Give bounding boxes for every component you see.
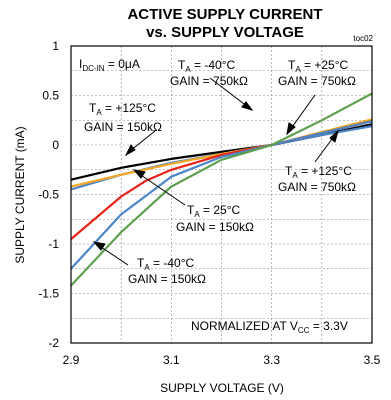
arrow-a5-head xyxy=(132,169,146,179)
annot-a5-t: T xyxy=(187,203,195,217)
annot-a3-line1: TA = +125°C xyxy=(89,101,156,117)
annot-a4-post: = +125°C xyxy=(298,164,353,178)
arrow-a5 xyxy=(137,172,186,206)
annot-norm-post: = 3.3V xyxy=(309,319,347,333)
annot-a2-t: T xyxy=(288,58,296,72)
annot-idc-sub: DC-IN xyxy=(82,64,104,73)
arrow-a6 xyxy=(97,244,129,266)
arrow-a6-head xyxy=(92,241,106,251)
x-axis-title: SUPPLY VOLTAGE (V) xyxy=(160,381,284,395)
y-axis-title: SUPPLY CURRENT (mA) xyxy=(13,126,27,263)
annot-a1-line1: TA = -40°C xyxy=(178,58,236,74)
annot-a5-line2: GAIN = 150kΩ xyxy=(176,220,254,234)
y-tick-label: -1 xyxy=(48,237,59,251)
annot-a4-t: T xyxy=(285,164,293,178)
annot-norm-pre: NORMALIZED AT V xyxy=(191,319,298,333)
annot-a5-post: = 25°C xyxy=(200,203,241,217)
x-tick-label: 3.1 xyxy=(163,353,180,367)
annot-a6-t: T xyxy=(137,256,145,270)
y-tick-label: -0.5 xyxy=(38,188,59,202)
annot-a3-t: T xyxy=(89,101,97,115)
tick-labels: 2.9 3.1 3.3 3.5 -2 -1.5 -1 -0.5 0 0.5 1 xyxy=(38,39,380,367)
annot-idc-rest: = 0μA xyxy=(105,57,140,71)
x-tick-label: 3.5 xyxy=(364,353,381,367)
plot-frame-rect xyxy=(70,45,373,344)
annot-idc-i: I xyxy=(79,57,82,71)
chart-code-label: toc02 xyxy=(353,34,373,43)
annot-idc: IDC-IN = 0μA xyxy=(79,57,140,73)
series-line-4 xyxy=(70,120,373,270)
annot-a6-line1: TA = -40°C xyxy=(137,256,195,272)
series-lines xyxy=(70,92,373,287)
annot-a4-line1: TA = +125°C xyxy=(285,164,352,180)
arrow-a2-head xyxy=(286,122,296,136)
annot-normalized: NORMALIZED AT VCC = 3.3V xyxy=(191,319,348,335)
arrow-a3 xyxy=(129,130,156,152)
annot-a3-line2: GAIN = 150kΩ xyxy=(84,120,162,134)
annot-a6-sub: A xyxy=(144,263,150,272)
annot-a5-line1: TA = 25°C xyxy=(187,203,241,219)
annot-a1-t: T xyxy=(178,58,186,72)
annot-a2-post: = +25°C xyxy=(301,58,349,72)
series-line-5 xyxy=(70,92,373,287)
arrow-a4-head xyxy=(329,129,339,143)
annot-a6-line2: GAIN = 150kΩ xyxy=(128,272,206,286)
x-tick-label: 2.9 xyxy=(63,353,80,367)
annotation-arrows xyxy=(92,77,339,266)
plot-frame xyxy=(70,45,373,344)
chart-title: ACTIVE SUPPLY CURRENT xyxy=(127,6,322,23)
arrow-a3-head xyxy=(124,144,136,157)
annot-a2-sub: A xyxy=(295,65,301,74)
grid xyxy=(71,46,372,343)
annot-a1-post: = -40°C xyxy=(191,58,236,72)
arrow-a1-head xyxy=(241,101,254,111)
y-tick-label: 0 xyxy=(52,138,59,152)
annot-a2-line1: TA = +25°C xyxy=(288,58,349,74)
y-tick-label: 1 xyxy=(52,39,59,53)
annot-a1-sub: A xyxy=(185,65,191,74)
annot-a4-sub: A xyxy=(292,171,298,180)
annot-a1-line2: GAIN = 750kΩ xyxy=(170,74,248,88)
chart-subtitle: vs. SUPPLY VOLTAGE xyxy=(146,24,304,41)
annot-a3-post: = +125°C xyxy=(102,101,157,115)
y-tick-label: -1.5 xyxy=(38,287,59,301)
arrow-a1 xyxy=(209,77,249,108)
y-tick-label: 0.5 xyxy=(42,89,59,103)
annot-a3-sub: A xyxy=(96,108,102,117)
y-tick-label: -2 xyxy=(48,336,59,350)
annot-a6-post: = -40°C xyxy=(150,256,195,270)
x-tick-label: 3.3 xyxy=(263,353,280,367)
annot-a5-sub: A xyxy=(194,210,200,219)
annot-norm-sub: CC xyxy=(298,326,310,335)
arrow-a2 xyxy=(289,94,316,131)
annot-a4-line2: GAIN = 750kΩ xyxy=(278,180,356,194)
annot-a2-line2: GAIN = 750kΩ xyxy=(278,74,356,88)
